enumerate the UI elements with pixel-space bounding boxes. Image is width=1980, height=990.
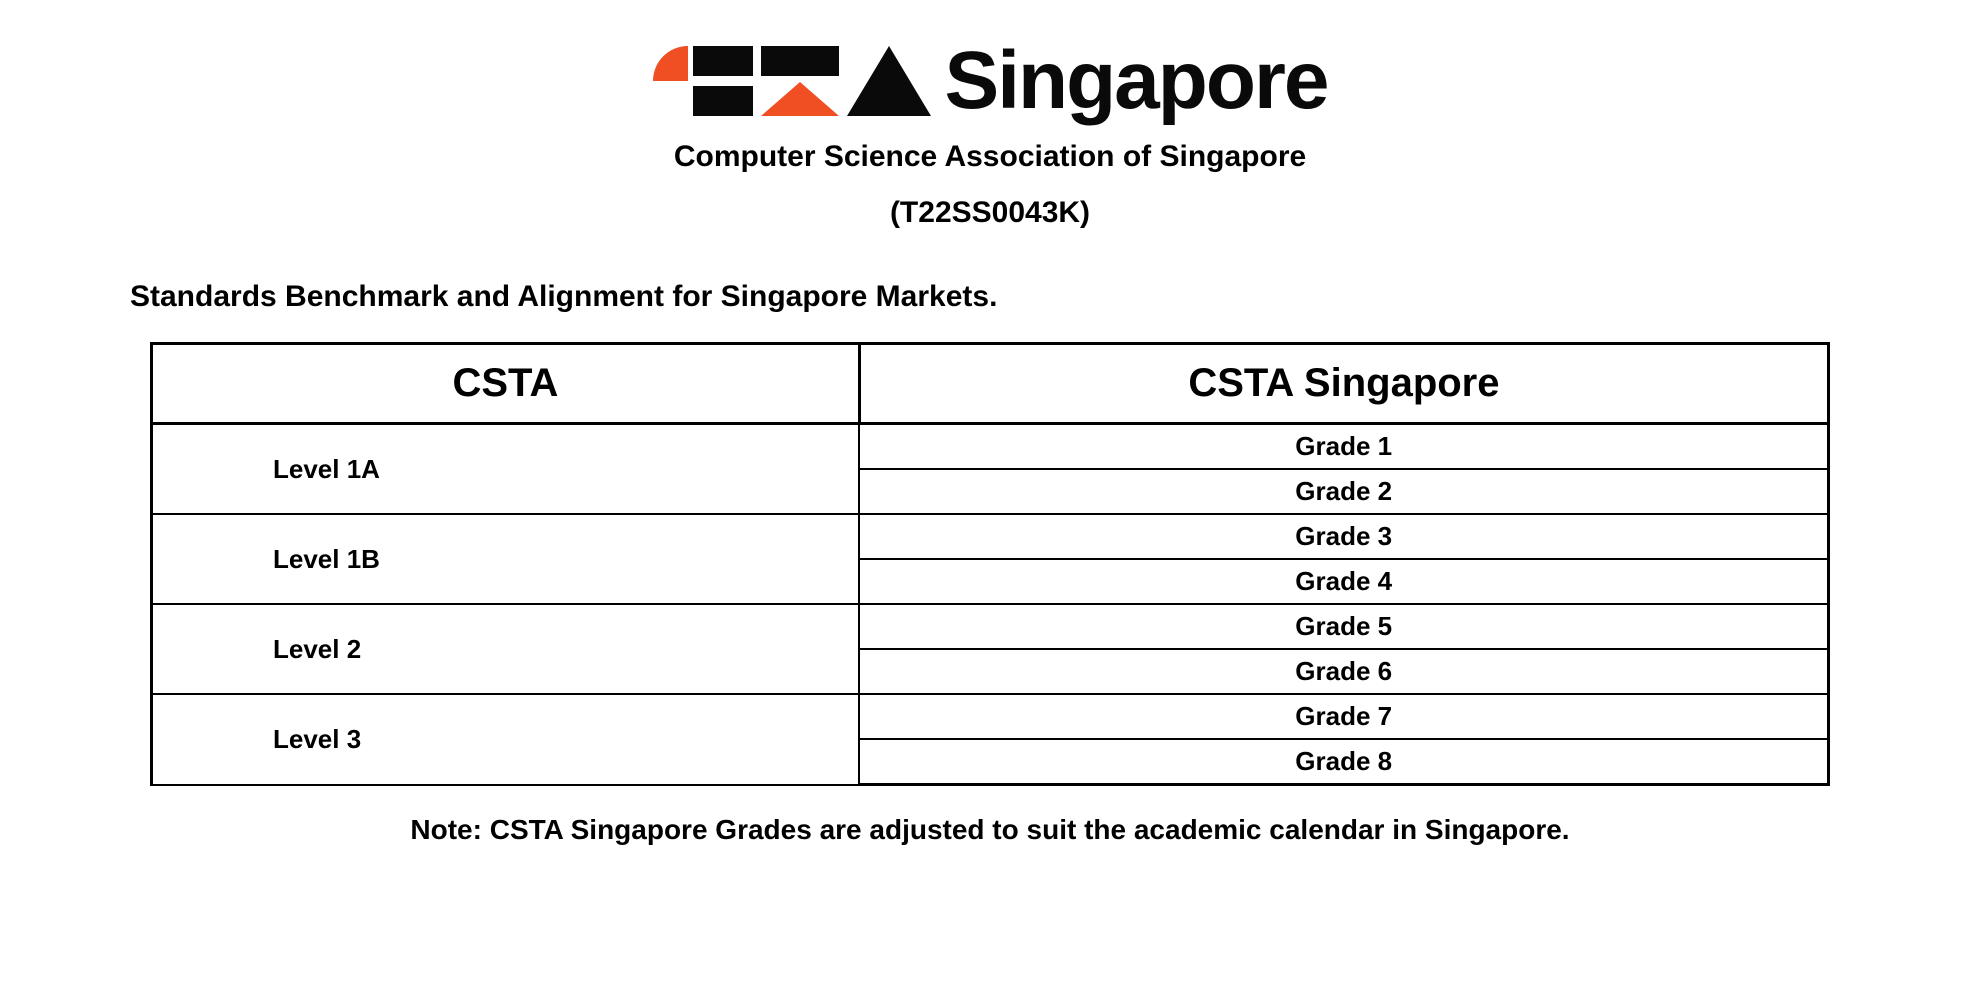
org-subtitle: Computer Science Association of Singapor… <box>130 140 1850 174</box>
registration-code: (T22SS0043K) <box>130 196 1850 230</box>
csta-logo-icon <box>653 46 933 116</box>
table-row: Level 1A Grade 1 <box>152 424 1829 470</box>
table-header-row: CSTA CSTA Singapore <box>152 344 1829 424</box>
column-header-csta-singapore: CSTA Singapore <box>859 344 1828 424</box>
grade-cell: Grade 7 <box>859 694 1828 739</box>
grade-cell: Grade 5 <box>859 604 1828 649</box>
logo-text: Singapore <box>945 40 1328 122</box>
grade-cell: Grade 2 <box>859 469 1828 514</box>
level-cell: Level 2 <box>152 604 860 694</box>
level-cell: Level 1A <box>152 424 860 515</box>
grade-cell: Grade 8 <box>859 739 1828 785</box>
table-row: Level 1B Grade 3 <box>152 514 1829 559</box>
table-row: Level 3 Grade 7 <box>152 694 1829 739</box>
table-body: Level 1A Grade 1 Grade 2 Level 1B Grade … <box>152 424 1829 785</box>
grade-cell: Grade 1 <box>859 424 1828 470</box>
grade-cell: Grade 3 <box>859 514 1828 559</box>
grade-cell: Grade 4 <box>859 559 1828 604</box>
alignment-table: CSTA CSTA Singapore Level 1A Grade 1 Gra… <box>150 342 1830 786</box>
level-cell: Level 3 <box>152 694 860 785</box>
column-header-csta: CSTA <box>152 344 860 424</box>
level-cell: Level 1B <box>152 514 860 604</box>
table-row: Level 2 Grade 5 <box>152 604 1829 649</box>
document-header: Singapore Computer Science Association o… <box>130 40 1850 230</box>
footnote: Note: CSTA Singapore Grades are adjusted… <box>130 814 1850 846</box>
section-title: Standards Benchmark and Alignment for Si… <box>130 280 1850 314</box>
grade-cell: Grade 6 <box>859 649 1828 694</box>
logo-row: Singapore <box>130 40 1850 122</box>
